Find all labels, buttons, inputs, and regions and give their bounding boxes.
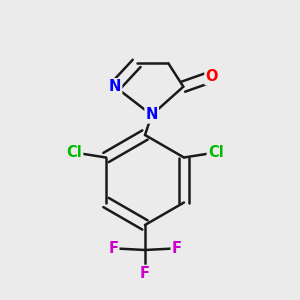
Text: O: O — [206, 69, 218, 84]
Text: Cl: Cl — [208, 145, 224, 160]
Text: N: N — [109, 79, 121, 94]
Text: F: F — [172, 241, 182, 256]
Text: N: N — [146, 107, 158, 122]
Text: F: F — [140, 266, 150, 281]
Text: Cl: Cl — [67, 145, 82, 160]
Text: F: F — [108, 241, 118, 256]
